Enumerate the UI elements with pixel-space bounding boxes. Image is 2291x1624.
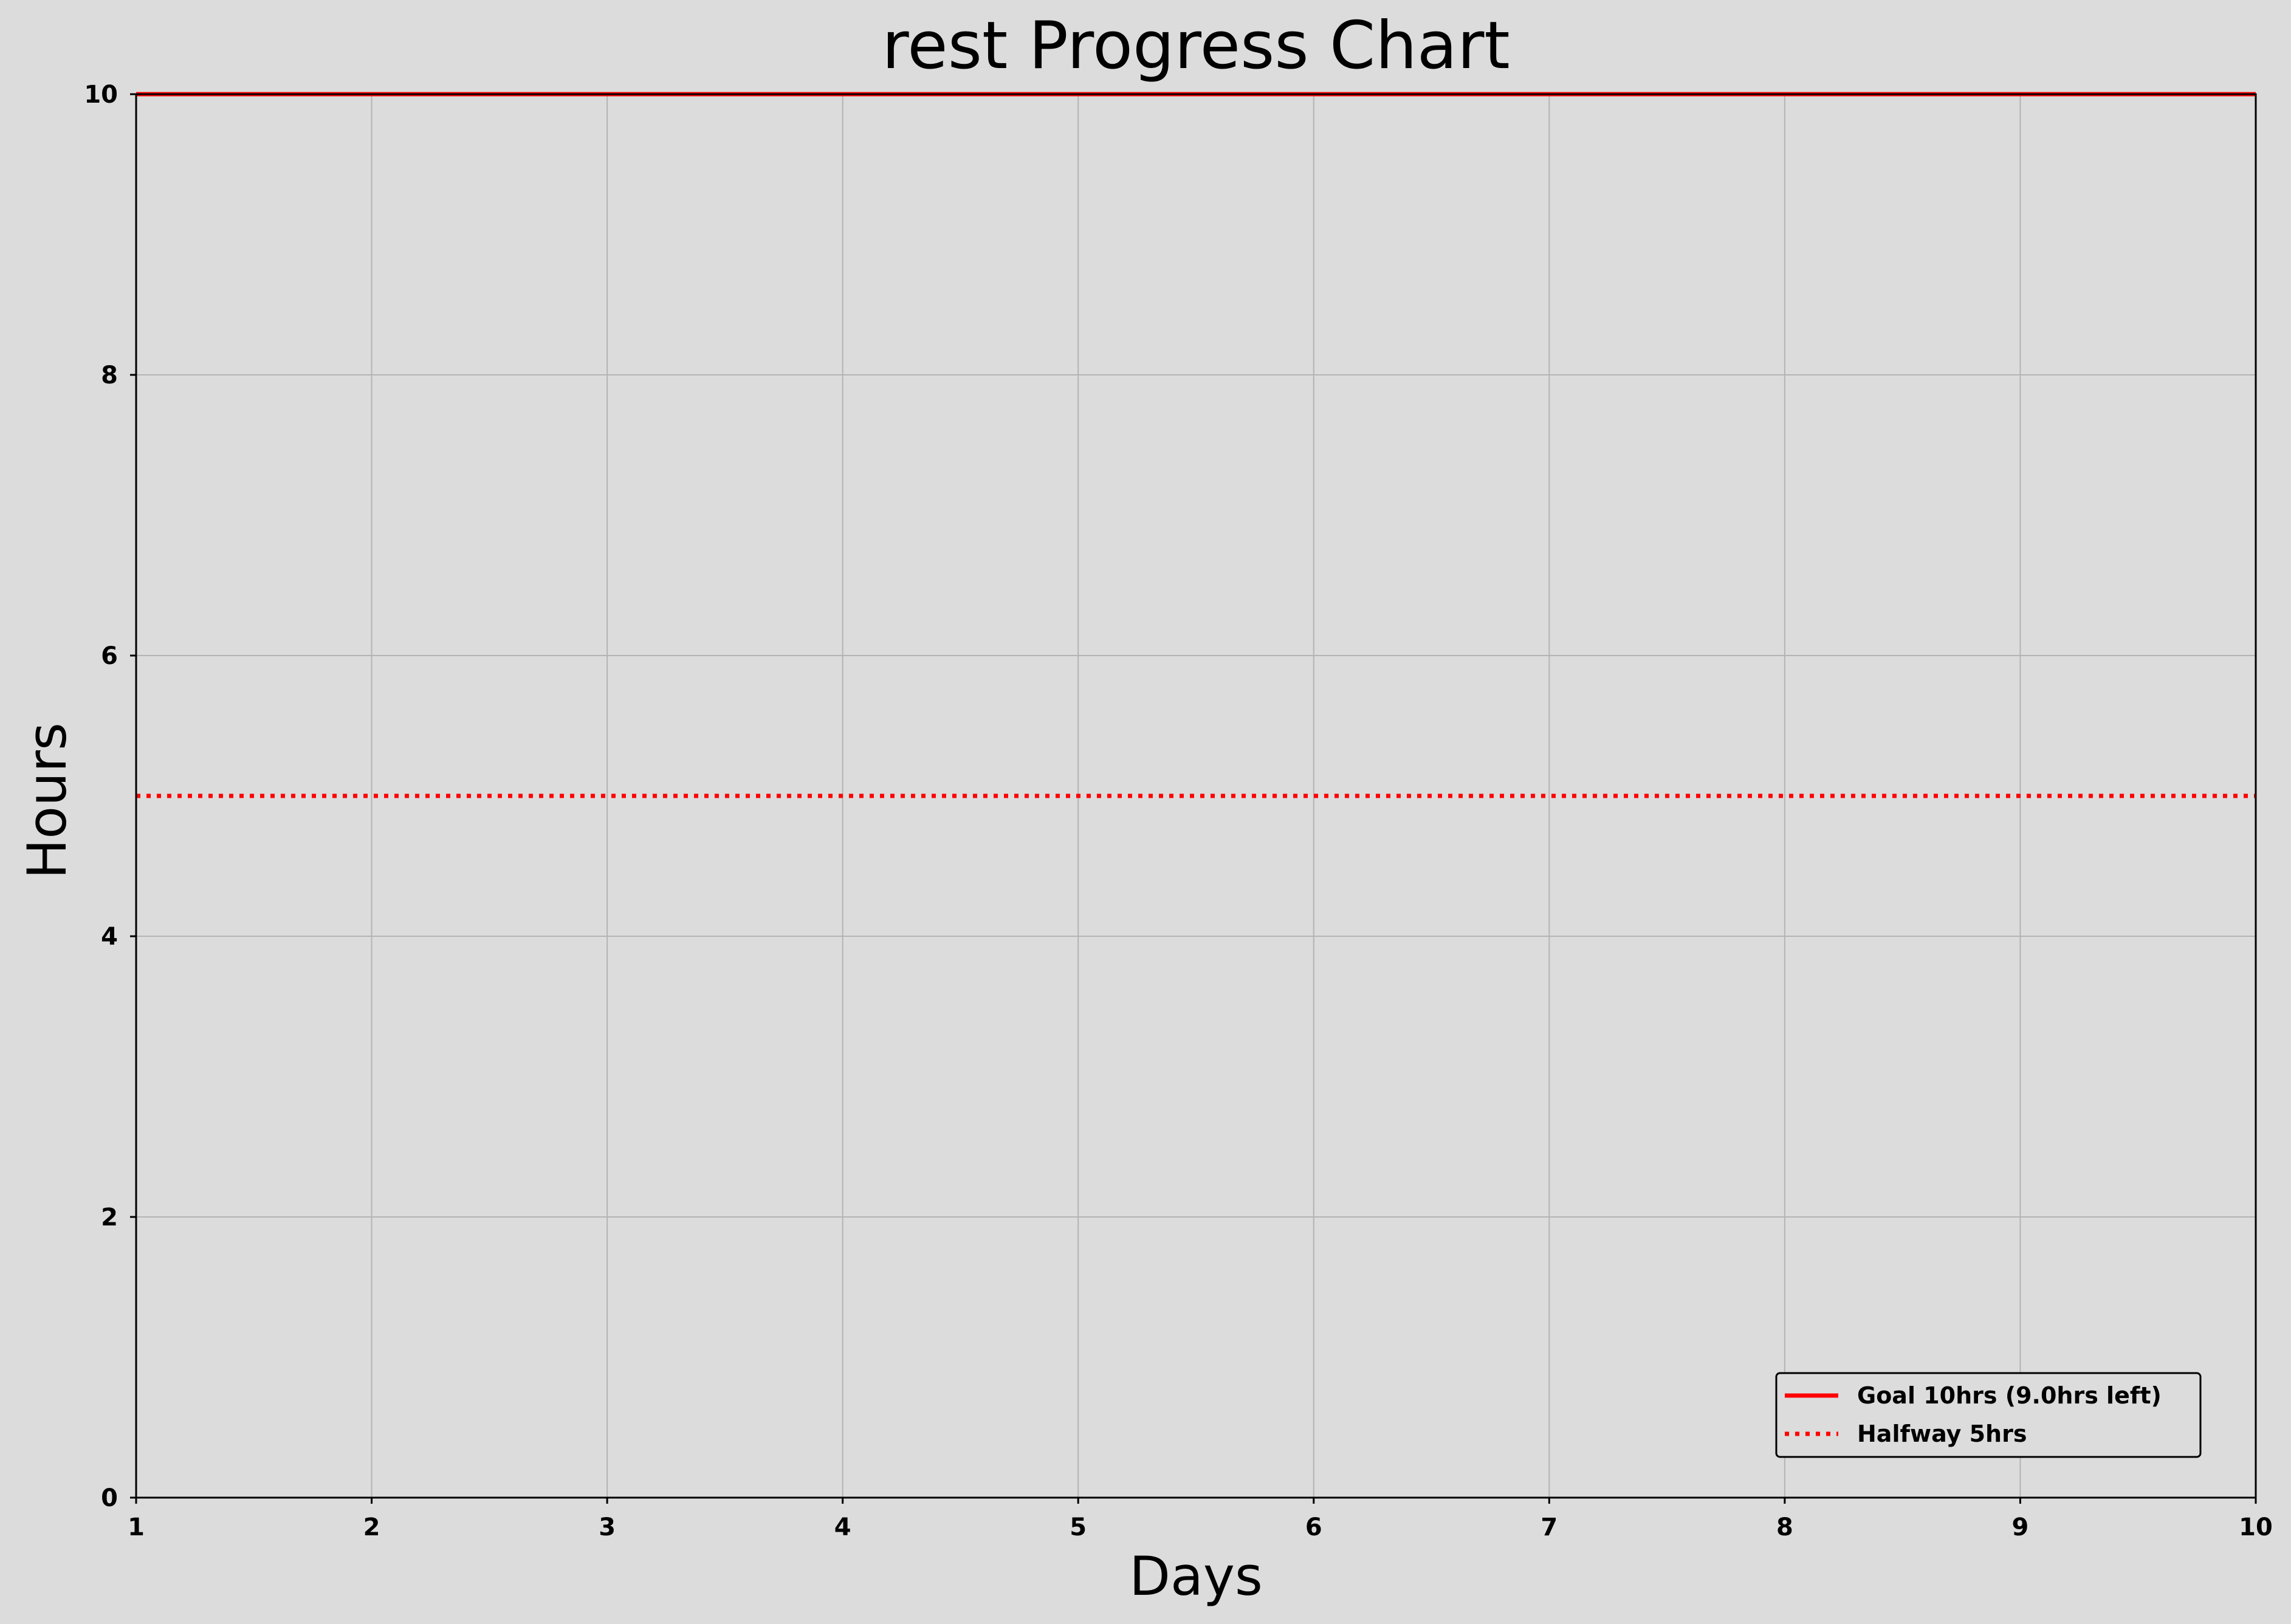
y-tick-label: 10: [84, 81, 118, 109]
legend-goal-label: Goal 10hrs (9.0hrs left): [1857, 1382, 2162, 1409]
y-tick-label: 0: [101, 1484, 118, 1512]
x-axis-ticks: 1 2 3 4 5 6 7 8 9 10: [128, 1498, 2273, 1541]
plot-frame: [135, 93, 2257, 1499]
y-tick-label: 6: [101, 642, 118, 670]
y-tick-label: 4: [101, 923, 118, 951]
y-tick-label: 2: [101, 1204, 118, 1232]
x-tick-label: 5: [1070, 1513, 1087, 1541]
x-tick-label: 1: [128, 1513, 145, 1541]
y-tick-label: 8: [101, 361, 118, 389]
x-tick-label: 8: [1776, 1513, 1793, 1541]
x-tick-label: 4: [834, 1513, 851, 1541]
y-axis-label: Hours: [16, 722, 78, 879]
legend: Goal 10hrs (9.0hrs left) Halfway 5hrs: [1775, 1372, 2202, 1458]
y-axis-ticks: 0 2 4 6 8 10: [84, 81, 136, 1512]
legend-halfway-label: Halfway 5hrs: [1857, 1420, 2027, 1447]
x-axis-label: Days: [1129, 1545, 1263, 1608]
chart-title: rest Progress Chart: [882, 8, 1510, 84]
x-tick-label: 3: [599, 1513, 616, 1541]
x-tick-label: 10: [2239, 1513, 2273, 1541]
x-tick-label: 7: [1540, 1513, 1558, 1541]
x-tick-label: 6: [1305, 1513, 1322, 1541]
x-tick-label: 2: [363, 1513, 380, 1541]
legend-box: [1775, 1372, 2202, 1458]
x-tick-label: 9: [2012, 1513, 2029, 1541]
